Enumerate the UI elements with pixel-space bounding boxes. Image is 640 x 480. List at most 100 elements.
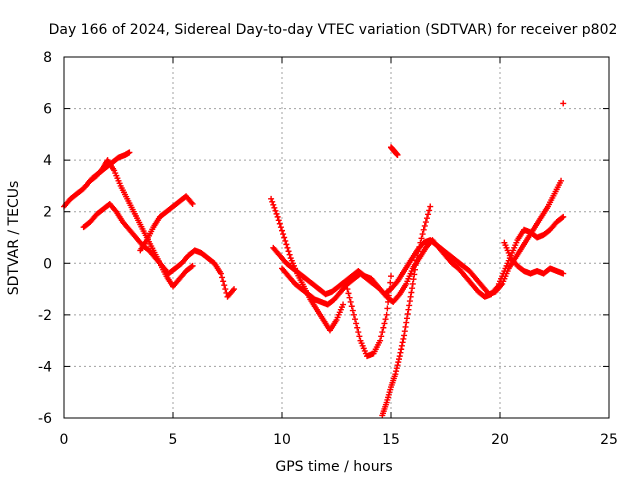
data-point: [112, 207, 119, 214]
data-point: [283, 241, 290, 248]
data-point: [417, 239, 424, 246]
data-point: [418, 235, 425, 242]
series-trace-5: [268, 195, 347, 334]
data-point: [406, 302, 413, 309]
x-tick-label: 5: [169, 432, 178, 448]
data-point: [220, 278, 227, 285]
data-point: [354, 324, 361, 331]
data-point: [188, 199, 195, 206]
data-point: [423, 215, 430, 222]
data-point: [280, 231, 287, 238]
data-point: [427, 203, 434, 210]
data-point: [383, 311, 390, 318]
series-trace-2: [80, 200, 238, 300]
x-tick-label: 0: [60, 432, 69, 448]
data-point: [415, 248, 422, 255]
data-point: [385, 298, 392, 305]
series-trace-12: [560, 100, 567, 107]
data-point: [420, 226, 427, 233]
data-point: [396, 353, 403, 360]
series-trace-4: [137, 193, 196, 254]
data-point: [493, 284, 500, 291]
data-point: [560, 270, 567, 277]
data-point: [268, 195, 275, 202]
data-point: [380, 324, 387, 331]
data-point: [421, 222, 428, 229]
plot-area: [61, 100, 567, 419]
y-tick-label: 2: [43, 205, 52, 221]
series-trace-11: [501, 239, 567, 277]
data-point: [286, 251, 293, 258]
data-point: [221, 282, 228, 289]
data-point: [399, 339, 406, 346]
data-point: [413, 257, 420, 264]
data-point: [407, 293, 414, 300]
x-tick-label: 20: [491, 432, 509, 448]
data-point: [281, 234, 288, 241]
data-point: [356, 333, 363, 340]
data-point: [426, 207, 433, 214]
y-tick-label: 6: [43, 102, 52, 118]
data-point: [402, 323, 409, 330]
data-point: [345, 290, 352, 297]
data-point: [398, 346, 405, 353]
data-point: [347, 298, 354, 305]
y-tick-label: -4: [38, 359, 52, 375]
data-point: [395, 356, 402, 363]
x-axis-label: GPS time / hours: [275, 459, 392, 475]
data-point: [401, 332, 408, 339]
data-point: [349, 307, 356, 314]
data-point: [409, 285, 416, 292]
data-point: [340, 301, 347, 308]
grid: [64, 57, 609, 418]
data-point: [189, 200, 196, 207]
data-point: [353, 320, 360, 327]
data-point: [401, 328, 408, 335]
data-point: [559, 214, 566, 221]
series-trace-9: [379, 203, 434, 419]
y-tick-label: -6: [38, 411, 52, 427]
y-tick-label: 0: [43, 256, 52, 272]
data-point: [394, 151, 401, 158]
data-point: [398, 342, 405, 349]
data-point: [560, 100, 567, 107]
data-point: [411, 271, 418, 278]
data-point: [276, 220, 283, 227]
data-point: [393, 365, 400, 372]
data-point: [394, 362, 401, 369]
data-point: [269, 198, 276, 205]
data-point: [393, 368, 400, 375]
data-point: [231, 286, 238, 293]
data-point: [381, 320, 388, 327]
x-tick-label: 25: [600, 432, 618, 448]
data-point: [344, 286, 351, 293]
data-point: [279, 227, 285, 234]
data-point: [405, 306, 412, 313]
data-point: [403, 315, 410, 322]
data-point: [388, 273, 394, 280]
data-point: [217, 270, 224, 277]
chart-title: Day 166 of 2024, Sidereal Day-to-day VTE…: [49, 22, 618, 38]
data-point: [275, 217, 282, 224]
data-point: [404, 310, 411, 317]
y-tick-label: -2: [38, 308, 52, 324]
data-point: [558, 177, 565, 184]
data-point: [397, 349, 404, 356]
data-point: [395, 359, 402, 366]
data-point: [384, 305, 391, 312]
data-point: [386, 286, 393, 293]
series-trace-7: [279, 213, 567, 308]
data-point: [273, 210, 280, 217]
data-point: [272, 207, 279, 214]
series-trace-8: [344, 273, 394, 360]
series-trace-10: [388, 144, 401, 158]
data-point: [411, 266, 418, 273]
y-axis-label: SDTVAR / TECUs: [6, 181, 22, 296]
data-point: [350, 311, 357, 318]
data-point: [425, 211, 432, 218]
data-point: [274, 213, 281, 220]
data-point: [284, 244, 291, 251]
data-point: [277, 224, 284, 231]
data-point: [382, 316, 389, 323]
